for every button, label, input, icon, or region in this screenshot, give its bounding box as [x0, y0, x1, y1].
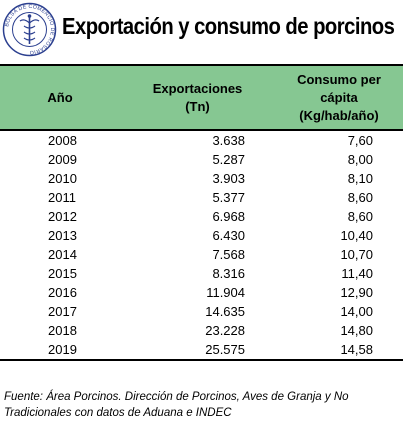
cell-exports: 14.635 — [205, 304, 245, 319]
cell-consumption: 8,60 — [347, 190, 373, 205]
cell-consumption: 10,70 — [340, 247, 373, 262]
cell-exports: 11.904 — [206, 285, 245, 300]
table-row: 2008 3.638 7,60 — [0, 130, 403, 150]
cell-year: 2014 — [48, 247, 77, 262]
cell-exports: 7.568 — [212, 247, 245, 262]
cell-consumption: 8,00 — [347, 152, 373, 167]
cell-year: 2009 — [48, 152, 77, 167]
column-header-exports: Exportaciones (Tn) — [120, 66, 275, 131]
table-row: 2016 11.904 12,90 — [0, 283, 403, 302]
cell-year: 2008 — [48, 133, 77, 148]
cell-exports: 25.575 — [120, 340, 275, 361]
source-line-1: Fuente: Área Porcinos. Dirección de Porc… — [4, 391, 349, 403]
cell-consumption: 12,90 — [340, 285, 373, 300]
data-table-container: Año Exportaciones (Tn) Consumo per cápit… — [0, 64, 403, 361]
cell-exports: 3.903 — [212, 171, 245, 186]
cell-exports: 5.287 — [212, 152, 245, 167]
page-title: Exportación y consumo de porcinos — [62, 13, 395, 39]
cell-consumption: 7,60 — [347, 133, 373, 148]
cell-year: 2018 — [48, 323, 77, 338]
cell-consumption: 14,80 — [340, 323, 373, 338]
table-row: 2017 14.635 14,00 — [0, 302, 403, 321]
cell-year: 2017 — [48, 304, 77, 319]
table-row: 2018 23.228 14,80 — [0, 321, 403, 340]
table-row: 2015 8.316 11,40 — [0, 264, 403, 283]
cell-year: 2010 — [48, 171, 77, 186]
cell-exports: 6.968 — [212, 209, 245, 224]
column-header-consumption: Consumo per cápita (Kg/hab/año) — [275, 66, 403, 131]
cell-exports: 8.316 — [212, 266, 245, 281]
table-row: 2014 7.568 10,70 — [0, 245, 403, 264]
table-row: 2011 5.377 8,60 — [0, 188, 403, 207]
table-header-row: Año Exportaciones (Tn) Consumo per cápit… — [0, 66, 403, 131]
table-row: 2013 6.430 10,40 — [0, 226, 403, 245]
cell-year: 2011 — [48, 190, 76, 205]
header: BOLSA DE COMERCIO DE ROSARIO Exportación… — [0, 0, 403, 62]
export-consumption-table: Año Exportaciones (Tn) Consumo per cápit… — [0, 66, 403, 361]
cell-exports: 3.638 — [212, 133, 245, 148]
cell-year: 2016 — [48, 285, 77, 300]
cell-consumption: 14,58 — [275, 340, 403, 361]
table-row: 2019 25.575 14,58 — [0, 340, 403, 361]
cell-exports: 23.228 — [205, 323, 245, 338]
cell-consumption: 11,40 — [341, 266, 373, 281]
cell-consumption: 14,00 — [340, 304, 373, 319]
cell-consumption: 8,10 — [347, 171, 373, 186]
cell-exports: 5.377 — [212, 190, 245, 205]
cell-year: 2012 — [48, 209, 77, 224]
source-note: Fuente: Área Porcinos. Dirección de Porc… — [4, 389, 399, 421]
table-row: 2012 6.968 8,60 — [0, 207, 403, 226]
cell-consumption: 8,60 — [347, 209, 373, 224]
table-row: 2010 3.903 8,10 — [0, 169, 403, 188]
column-header-year: Año — [0, 66, 120, 131]
cell-year: 2019 — [0, 340, 120, 361]
cell-year: 2013 — [48, 228, 77, 243]
table-row: 2009 5.287 8,00 — [0, 150, 403, 169]
cell-exports: 6.430 — [212, 228, 245, 243]
bolsa-de-comercio-logo: BOLSA DE COMERCIO DE ROSARIO — [2, 2, 57, 57]
cell-year: 2015 — [48, 266, 77, 281]
source-line-2: Tradicionales con datos de Aduana e INDE… — [4, 407, 232, 419]
cell-consumption: 10,40 — [340, 228, 373, 243]
